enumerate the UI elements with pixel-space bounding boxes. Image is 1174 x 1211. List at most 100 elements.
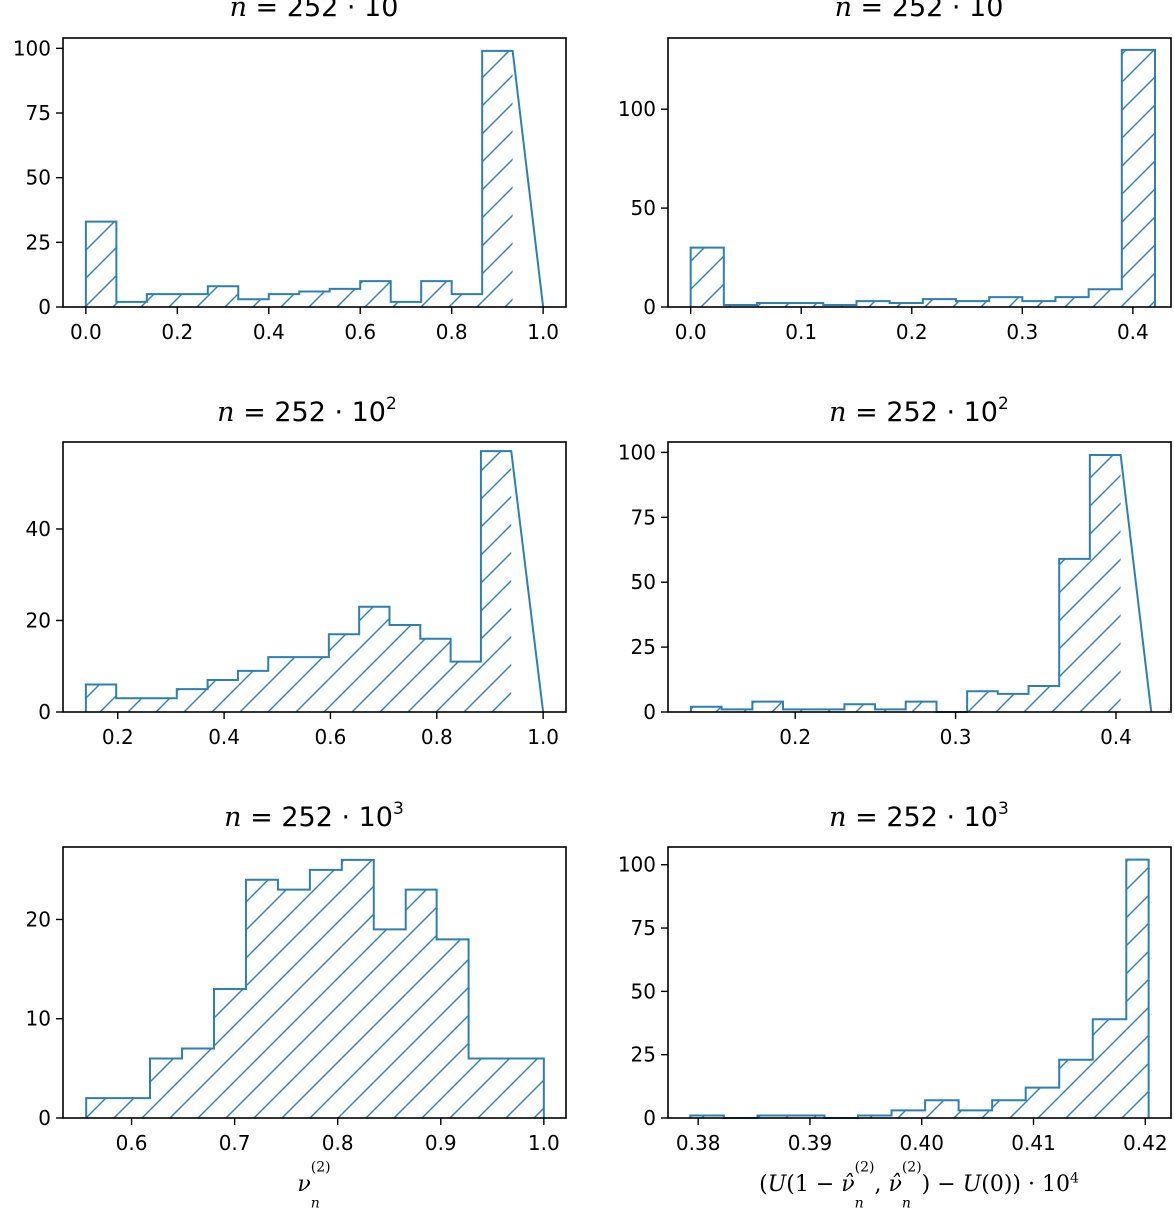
y-tick-label: 50: [631, 570, 656, 594]
histogram-bar: [690, 1115, 724, 1118]
y-tick-label: 0: [38, 700, 51, 724]
histogram-bar: [1055, 297, 1089, 307]
histogram-bar: [757, 1115, 791, 1118]
panel-1: 0.0 0.2 0.4 0.6 0.8 1.0 0 25 50 75 100: [13, 36, 567, 344]
panel-6: 0.38 0.39 0.40 0.41 0.42 0 25 50 75 100: [618, 846, 1172, 1155]
x-tick-label: 0.0: [70, 320, 102, 344]
histogram-bar: [420, 638, 451, 712]
histogram-bar: [116, 301, 147, 307]
panel-5-xlabel: ν(2) n: [297, 1159, 331, 1211]
x-tick-label: 0.4: [1117, 320, 1149, 344]
histogram-bar: [207, 679, 238, 712]
x-tick-label: 0.7: [219, 1131, 251, 1155]
panel-1-title: n = 252 · 10: [229, 0, 399, 23]
histogram-bar: [468, 1058, 501, 1118]
panel-5-title: n = 252 · 103: [224, 799, 404, 834]
x-tick-label: 0.6: [344, 320, 376, 344]
x-tick-label: 0.42: [1123, 1131, 1168, 1155]
histogram-bar: [245, 879, 278, 1118]
y-tick-label: 25: [631, 635, 656, 659]
histogram-bar: [277, 889, 310, 1118]
histogram-outline: [689, 858, 1150, 1119]
y-tick-label: 100: [618, 440, 656, 464]
histogram-bar: [790, 303, 824, 307]
histogram-bar: [390, 301, 422, 307]
histogram-bar: [858, 1115, 892, 1118]
histogram-bar: [309, 869, 342, 1118]
histogram-bar: [359, 606, 390, 712]
histogram-bar: [149, 1058, 183, 1118]
histogram-bar: [329, 288, 361, 307]
histogram-bar: [922, 299, 956, 307]
histogram-bar: [268, 294, 300, 307]
histogram-bar: [373, 929, 406, 1118]
histogram-bar: [997, 693, 1029, 712]
histogram-bar: [146, 698, 177, 712]
histogram-bar: [1126, 859, 1149, 1118]
x-tick-label: 1.0: [528, 1131, 560, 1155]
y-tick-label: 100: [618, 97, 656, 121]
histogram-bar: [1022, 301, 1056, 307]
y-tick-label: 75: [631, 505, 656, 529]
y-tick-label: 75: [26, 101, 51, 125]
x-tick-label: 0.38: [676, 1131, 721, 1155]
histogram-bar: [783, 709, 814, 712]
histogram-bar: [967, 691, 998, 712]
x-tick-label: 1.0: [527, 320, 559, 344]
histogram-bar: [116, 698, 147, 712]
y-tick-label: 25: [26, 230, 51, 254]
y-tick-label: 100: [13, 36, 51, 60]
y-tick-label: 50: [631, 196, 656, 220]
histogram-bar: [1089, 454, 1121, 712]
histogram-bar: [341, 859, 374, 1118]
x-tick-label: 0.9: [425, 1131, 457, 1155]
histogram-bar: [482, 50, 513, 308]
histogram-bar: [268, 657, 299, 712]
panel-6-xlabel: (U(1 − ν̂(2) n, ν̂(2) n) − U(0)) · 104: [759, 1159, 1079, 1211]
x-tick-label: 0.2: [102, 725, 134, 749]
histogram-bar: [844, 704, 876, 712]
histogram-bar: [1059, 1059, 1093, 1118]
histogram-bar: [146, 294, 178, 307]
panel-3: 0.2 0.4 0.6 0.8 1.0 0 20 40: [26, 441, 567, 749]
histogram-bar: [238, 299, 269, 307]
histogram-bar: [182, 1048, 215, 1118]
y-tick-label: 100: [618, 853, 656, 877]
y-tick-label: 40: [26, 517, 51, 541]
histogram-bar: [118, 1098, 150, 1118]
x-tick-label: 0.8: [421, 725, 453, 749]
histogram-bar: [889, 303, 923, 307]
histogram-bar: [856, 301, 890, 307]
x-tick-label: 0.6: [315, 725, 347, 749]
histogram-bar: [905, 701, 937, 712]
histogram-bar: [299, 291, 330, 307]
histogram-bar: [207, 286, 239, 307]
histogram-bar: [955, 301, 990, 307]
axes-frame: [667, 846, 1172, 1119]
histogram-bar: [451, 294, 483, 307]
panel-2-title: n = 252 · 10: [834, 0, 1004, 23]
histogram-bar: [721, 709, 753, 712]
histogram-bar: [237, 670, 269, 712]
histogram-bar: [500, 1058, 544, 1118]
histogram-outline: [84, 49, 545, 308]
histogram-bar: [421, 281, 452, 307]
histogram-bar: [177, 294, 208, 307]
histogram-bar: [389, 625, 421, 712]
y-tick-label: 50: [631, 979, 656, 1003]
panel-5: 0.6 0.7 0.8 0.9 1.0 0 10 20: [26, 846, 567, 1155]
y-tick-label: 0: [643, 295, 656, 319]
histogram-bar: [790, 1115, 825, 1118]
histogram-bar: [891, 1110, 926, 1118]
histogram-bar: [1059, 558, 1090, 712]
histogram-bar: [875, 709, 906, 712]
x-tick-label: 0.0: [675, 320, 707, 344]
panel-4-title: n = 252 · 102: [829, 394, 1009, 429]
histogram-bar: [756, 303, 791, 307]
histogram-bar: [989, 297, 1023, 307]
y-tick-label: 75: [631, 916, 656, 940]
histogram-bar: [480, 451, 512, 712]
histogram-outline: [85, 858, 545, 1118]
x-tick-label: 0.8: [436, 320, 468, 344]
